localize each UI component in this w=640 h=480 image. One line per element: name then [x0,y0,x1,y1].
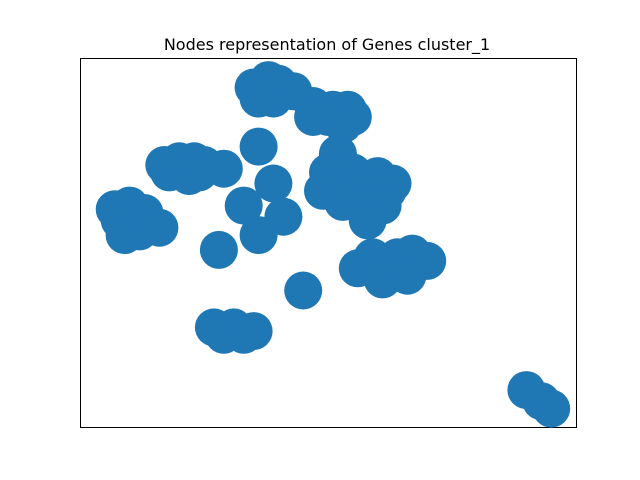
node-point-36 [224,186,263,225]
node-point-13 [239,127,278,166]
plot-frame [80,58,577,428]
node-point-39 [199,230,238,269]
node-point-38 [239,216,278,255]
node-point-12 [323,105,362,144]
plot-area [80,58,577,428]
node-point-21 [204,149,243,188]
node-point-62 [224,315,263,354]
node-point-65 [532,389,571,428]
node-point-56 [388,256,427,295]
scatter-points [95,61,571,428]
node-point-45 [140,208,179,247]
node-point-11 [294,98,333,136]
node-point-35 [254,164,293,203]
node-point-34 [348,201,387,240]
node-point-57 [284,271,323,310]
node-point-46 [105,216,144,255]
chart-title: Nodes representation of Genes cluster_1 [164,35,490,55]
